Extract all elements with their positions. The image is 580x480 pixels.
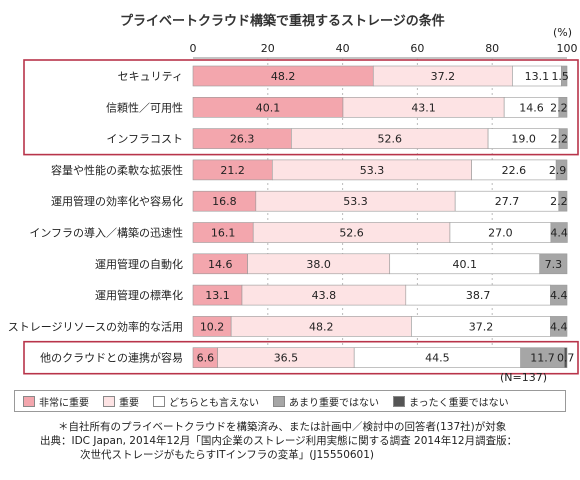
data-label: 19.0 xyxy=(511,133,536,146)
data-label: 53.3 xyxy=(343,195,368,208)
data-label: 37.2 xyxy=(431,70,456,83)
data-label: 43.8 xyxy=(312,289,337,302)
data-label: 52.6 xyxy=(377,133,402,146)
category-label: インフラコスト xyxy=(106,133,183,146)
category-label: 運用管理の標準化 xyxy=(95,288,183,302)
bar-segment xyxy=(539,253,568,275)
data-label: 11.7 xyxy=(530,352,555,365)
x-tick-label: 100 xyxy=(557,42,578,55)
data-label: 48.2 xyxy=(271,70,296,83)
data-label: 27.0 xyxy=(488,227,513,240)
legend-label: 重要 xyxy=(119,397,139,409)
bar-segment xyxy=(561,65,568,87)
legend-swatch xyxy=(273,395,285,407)
footnote-source: 出典：IDC Japan, 2014年12月「国内企業のストレージ利用実態に関す… xyxy=(40,435,518,447)
data-label: 38.0 xyxy=(306,258,331,271)
data-label: 6.6 xyxy=(197,352,215,365)
category-label: 運用管理の効率化や容易化 xyxy=(51,194,183,208)
data-label: 2.9 xyxy=(549,164,567,177)
bar-segment xyxy=(550,316,568,337)
legend-item: どちらとも言えない xyxy=(153,394,259,409)
data-label: 48.2 xyxy=(309,320,334,333)
data-label: 0.7 xyxy=(557,352,575,365)
bar-segment xyxy=(558,97,568,118)
data-label: 4.4 xyxy=(550,227,568,240)
data-label: 2.2 xyxy=(551,133,569,146)
data-label: 2.2 xyxy=(550,101,568,114)
legend-swatch xyxy=(103,395,115,407)
category-label: ストレージリソースの効率的な活用 xyxy=(8,319,183,333)
footnote-source-cont: 次世代ストレージがもたらすITインフラの変革」(J15550601) xyxy=(80,449,375,461)
data-label: 10.2 xyxy=(200,320,225,333)
data-label: 36.5 xyxy=(274,352,299,365)
data-label: 26.3 xyxy=(230,133,255,146)
legend-label: あまり重要ではない xyxy=(289,397,379,409)
data-label: 40.1 xyxy=(256,101,281,114)
highlight-box xyxy=(23,59,579,156)
bar-segment xyxy=(558,128,568,149)
category-label: 容量や性能の柔軟な拡張性 xyxy=(51,163,183,177)
legend-item: あまり重要ではない xyxy=(273,394,379,409)
data-label: 38.7 xyxy=(466,289,491,302)
data-label: 4.4 xyxy=(550,320,568,333)
category-label: インフラの導入／構築の迅速性 xyxy=(29,226,183,240)
legend-swatch xyxy=(393,395,405,407)
bar-segment xyxy=(550,284,568,306)
legend-item: 重要 xyxy=(103,394,139,409)
bar-segment xyxy=(555,159,568,181)
legend-swatch xyxy=(153,395,165,407)
sample-size-label: (N=137) xyxy=(500,371,548,384)
data-label: 13.1 xyxy=(205,289,230,302)
x-tick-label: 80 xyxy=(485,42,499,55)
bar-segment xyxy=(550,222,568,243)
category-label: 信頼性／可用性 xyxy=(106,100,183,114)
data-label: 43.1 xyxy=(411,101,436,114)
data-label: 4.4 xyxy=(550,289,568,302)
category-label: セキュリティ xyxy=(118,70,183,83)
x-tick-label: 20 xyxy=(261,42,275,55)
chart-legend: 非常に重要 重要 どちらとも言えない あまり重要ではない まったく重要ではない xyxy=(14,390,566,412)
category-label: 他のクラウドとの連携が容易 xyxy=(40,351,183,365)
legend-label: どちらとも言えない xyxy=(169,397,259,409)
data-label: 44.5 xyxy=(425,352,450,365)
x-tick-label: 40 xyxy=(336,42,350,55)
bar-segment xyxy=(564,347,568,369)
data-label: 2.2 xyxy=(550,195,568,208)
bar-segment xyxy=(558,190,568,212)
x-tick-label: 0 xyxy=(190,42,197,55)
data-label: 52.6 xyxy=(339,227,364,240)
footnote-target: ＊自社所有のプライベートクラウドを構築済み、または計画中／検討中の回答者(137… xyxy=(58,421,507,433)
data-label: 14.6 xyxy=(208,258,233,271)
data-label: 22.6 xyxy=(502,164,527,177)
data-label: 27.7 xyxy=(495,195,520,208)
data-label: 14.6 xyxy=(519,101,544,114)
data-label: 40.1 xyxy=(452,258,477,271)
data-label: 7.3 xyxy=(545,258,563,271)
legend-swatch xyxy=(23,395,35,407)
data-label: 37.2 xyxy=(469,320,494,333)
data-label: 13.1 xyxy=(525,70,550,83)
legend-item: まったく重要ではない xyxy=(393,394,509,409)
data-label: 1.5 xyxy=(551,70,569,83)
legend-label: まったく重要ではない xyxy=(409,397,509,409)
x-tick-label: 60 xyxy=(410,42,424,55)
data-label: 16.1 xyxy=(211,227,236,240)
data-label: 53.3 xyxy=(360,164,385,177)
legend-label: 非常に重要 xyxy=(39,397,89,409)
chart-title: プライベートクラウド構築で重視するストレージの条件 xyxy=(120,14,445,29)
unit-label: (%) xyxy=(553,26,573,39)
highlight-box xyxy=(23,340,579,375)
legend-item: 非常に重要 xyxy=(23,394,89,409)
data-label: 16.8 xyxy=(212,195,237,208)
data-label: 21.2 xyxy=(220,164,245,177)
category-label: 運用管理の自動化 xyxy=(95,257,183,271)
